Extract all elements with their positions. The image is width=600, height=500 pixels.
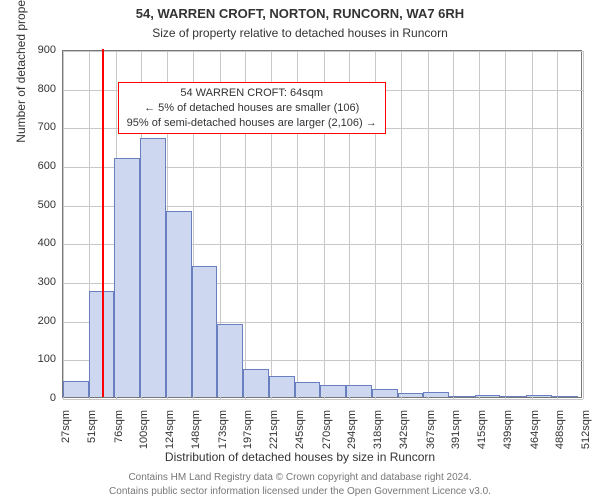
x-tick-label: 415sqm bbox=[476, 410, 488, 458]
histogram-bar bbox=[295, 382, 321, 397]
attribution-line1: Contains HM Land Registry data © Crown c… bbox=[0, 472, 600, 483]
x-tick-label: 367sqm bbox=[425, 410, 437, 458]
gridline-h bbox=[63, 399, 583, 400]
gridline-v bbox=[401, 51, 402, 399]
x-tick-label: 124sqm bbox=[164, 410, 176, 458]
histogram-bar bbox=[552, 396, 578, 397]
attribution-line2: Contains public sector information licen… bbox=[0, 486, 600, 497]
y-tick-label: 900 bbox=[26, 44, 56, 56]
annotation-box: 54 WARREN CROFT: 64sqm← 5% of detached h… bbox=[118, 82, 386, 135]
x-tick-label: 76sqm bbox=[113, 410, 125, 458]
histogram-bar bbox=[140, 138, 166, 397]
x-tick-label: 342sqm bbox=[398, 410, 410, 458]
x-tick-label: 245sqm bbox=[294, 410, 306, 458]
x-tick-label: 100sqm bbox=[138, 410, 150, 458]
y-tick-label: 200 bbox=[26, 315, 56, 327]
y-tick-label: 800 bbox=[26, 83, 56, 95]
y-tick-label: 300 bbox=[26, 276, 56, 288]
plot-area: 54 WARREN CROFT: 64sqm← 5% of detached h… bbox=[62, 50, 582, 398]
x-tick-label: 51sqm bbox=[86, 410, 98, 458]
y-tick-label: 700 bbox=[26, 121, 56, 133]
x-tick-label: 488sqm bbox=[554, 410, 566, 458]
y-tick-label: 600 bbox=[26, 160, 56, 172]
x-tick-label: 270sqm bbox=[321, 410, 333, 458]
annotation-line: ← 5% of detached houses are smaller (106… bbox=[127, 101, 377, 116]
annotation-line: 54 WARREN CROFT: 64sqm bbox=[127, 86, 377, 101]
histogram-bar bbox=[269, 376, 295, 397]
gridline-v bbox=[505, 51, 506, 399]
histogram-bar bbox=[63, 381, 89, 397]
gridline-v bbox=[428, 51, 429, 399]
y-tick-label: 400 bbox=[26, 237, 56, 249]
histogram-bar bbox=[346, 385, 372, 397]
histogram-bar bbox=[114, 158, 140, 397]
histogram-bar bbox=[320, 385, 346, 397]
x-tick-label: 27sqm bbox=[60, 410, 72, 458]
gridline-v bbox=[479, 51, 480, 399]
histogram-bar bbox=[166, 211, 192, 397]
x-tick-label: 221sqm bbox=[268, 410, 280, 458]
y-tick-label: 100 bbox=[26, 353, 56, 365]
histogram-bar bbox=[500, 396, 526, 397]
x-tick-label: 318sqm bbox=[372, 410, 384, 458]
histogram-bar bbox=[475, 395, 501, 397]
x-tick-label: 391sqm bbox=[450, 410, 462, 458]
x-tick-label: 294sqm bbox=[346, 410, 358, 458]
annotation-line: 95% of semi-detached houses are larger (… bbox=[127, 116, 377, 131]
x-tick-label: 173sqm bbox=[217, 410, 229, 458]
histogram-bar bbox=[398, 393, 424, 397]
y-tick-label: 500 bbox=[26, 199, 56, 211]
x-tick-label: 439sqm bbox=[502, 410, 514, 458]
histogram-bar bbox=[372, 389, 398, 397]
gridline-v bbox=[583, 51, 584, 399]
y-tick-label: 0 bbox=[26, 392, 56, 404]
reference-line bbox=[102, 49, 104, 397]
histogram-bar bbox=[243, 369, 269, 397]
histogram-bar bbox=[192, 266, 218, 397]
histogram-bar bbox=[449, 396, 475, 397]
x-tick-label: 512sqm bbox=[580, 410, 592, 458]
histogram-bar bbox=[217, 324, 243, 397]
gridline-v bbox=[532, 51, 533, 399]
x-tick-label: 148sqm bbox=[190, 410, 202, 458]
gridline-v bbox=[453, 51, 454, 399]
chart-title-line1: 54, WARREN CROFT, NORTON, RUNCORN, WA7 6… bbox=[0, 6, 600, 21]
histogram-bar bbox=[526, 395, 552, 397]
gridline-v bbox=[63, 51, 64, 399]
histogram-bar bbox=[423, 392, 449, 397]
chart-container: { "chart": { "type": "histogram", "title… bbox=[0, 0, 600, 500]
x-tick-label: 197sqm bbox=[242, 410, 254, 458]
gridline-v bbox=[557, 51, 558, 399]
chart-title-line2: Size of property relative to detached ho… bbox=[0, 26, 600, 40]
x-tick-label: 464sqm bbox=[529, 410, 541, 458]
